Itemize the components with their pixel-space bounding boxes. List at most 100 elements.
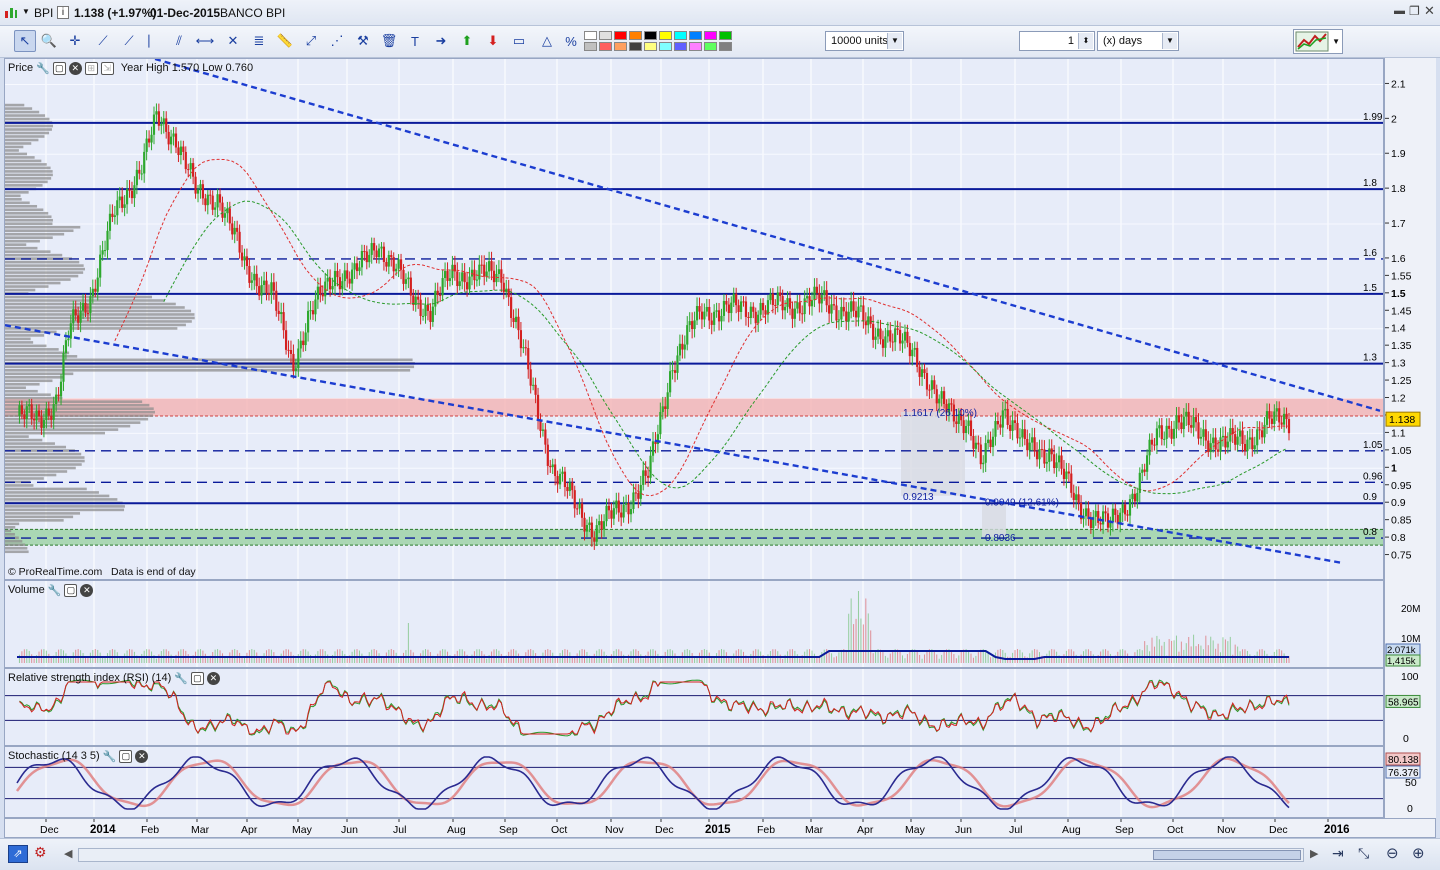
color-swatch[interactable]	[659, 31, 672, 40]
rectangle-icon[interactable]: ▭	[512, 33, 526, 48]
rsi-panel[interactable]: Relative strength index (RSI) (14) 🔧 ▢ ✕	[4, 668, 1384, 746]
volume-profile-bar	[5, 487, 87, 491]
right-arrow-icon[interactable]: ➜	[435, 33, 447, 48]
ray-icon[interactable]: ⟋	[124, 33, 134, 48]
color-swatch[interactable]	[674, 42, 687, 51]
wrench-icon[interactable]: 🔧	[47, 584, 62, 597]
period-count-input[interactable]: 1 ⬍	[1019, 31, 1095, 51]
volume-scale[interactable]: 20M 10M 2.071k 1,415k	[1384, 580, 1436, 668]
color-swatch[interactable]	[614, 42, 627, 51]
line-icon[interactable]: ⟋	[98, 33, 108, 48]
sell-arrow-icon[interactable]: ⬇	[487, 33, 499, 48]
close-icon[interactable]: ✕	[1424, 3, 1435, 18]
spinner-icon[interactable]: ⬍	[1078, 33, 1093, 49]
channel-icon[interactable]: ⫽	[176, 33, 182, 48]
panel-option-icon[interactable]: ⊞	[84, 61, 98, 75]
candle-body	[42, 420, 46, 428]
panel-option-icon[interactable]: ⇲	[100, 61, 114, 75]
color-swatch[interactable]	[704, 31, 717, 40]
close-panel-icon[interactable]: ✕	[80, 583, 94, 597]
stochastic-chart[interactable]	[5, 747, 1384, 818]
candle-body	[216, 194, 219, 208]
close-panel-icon[interactable]: ✕	[206, 671, 220, 685]
scroll-right-icon[interactable]: ▶	[1310, 848, 1319, 860]
chart-style-button[interactable]: ▼	[1293, 29, 1343, 54]
info-icon[interactable]: i	[57, 6, 69, 19]
time-axis[interactable]: Dec 2014 Feb Mar Apr May Jun Jul Aug Sep Oct Nov Dec…	[4, 818, 1436, 838]
maximize-panel-icon[interactable]: ▢	[52, 61, 66, 75]
price-scale[interactable]: 2.1 2 1.9 1.8 1.7 1.6 1.55 1.5 1.45 1.4 1.35 1.3 1.2…	[1384, 58, 1436, 580]
wrench-icon[interactable]: 🔧	[102, 750, 117, 763]
color-swatch[interactable]	[689, 31, 702, 40]
menu-dropdown-icon[interactable]: ▼	[22, 7, 30, 16]
rsi-scale[interactable]: 100 0 58.965	[1384, 668, 1436, 746]
color-swatch[interactable]	[689, 42, 702, 51]
color-swatch[interactable]	[719, 31, 732, 40]
color-swatch[interactable]	[704, 42, 717, 51]
candle-body	[1150, 439, 1154, 445]
scrollbar-thumb[interactable]	[1153, 850, 1301, 860]
zoom-in-icon[interactable]: ⊕	[1412, 845, 1425, 862]
color-swatch[interactable]	[599, 42, 612, 51]
color-swatch[interactable]	[614, 31, 627, 40]
rsi-chart[interactable]	[5, 669, 1384, 746]
wrench-icon[interactable]: 🔧	[36, 62, 50, 75]
trash-icon[interactable]: 🗑	[380, 33, 398, 48]
color-swatch[interactable]	[659, 42, 672, 51]
candle-body	[248, 266, 251, 283]
maximize-panel-icon[interactable]: ▢	[190, 671, 204, 685]
stochastic-panel[interactable]: Stochastic (14 3 5) 🔧 ▢ ✕	[4, 746, 1384, 818]
color-swatch[interactable]	[584, 42, 597, 51]
horizontal-scrollbar[interactable]	[78, 848, 1304, 862]
indicators-icon[interactable]: ⚙	[34, 844, 47, 860]
layout-icon[interactable]: ⇗	[8, 845, 28, 863]
gann-icon[interactable]: ⋰	[330, 33, 344, 48]
close-panel-icon[interactable]: ✕	[135, 749, 149, 763]
color-swatch[interactable]	[584, 31, 597, 40]
vertical-line-icon[interactable]: ⎸	[148, 33, 162, 48]
volume-chart[interactable]	[5, 581, 1384, 668]
chevron-down-icon[interactable]: ▼	[1162, 33, 1177, 49]
color-swatch[interactable]	[719, 42, 732, 51]
color-swatch[interactable]	[644, 42, 657, 51]
crosshair-icon[interactable]: ✛	[69, 33, 81, 48]
maximize-panel-icon[interactable]: ▢	[64, 583, 78, 597]
horizontal-line-icon[interactable]: ⟷	[195, 33, 215, 48]
expand-icon[interactable]: ⤡	[1358, 845, 1370, 861]
minimize-icon[interactable]: ▬	[1394, 5, 1405, 17]
pointer-icon[interactable]: ↖	[14, 30, 36, 52]
zoom-out-icon[interactable]: ⊖	[1386, 845, 1399, 862]
fit-icon[interactable]: ⇥	[1332, 845, 1344, 861]
close-panel-icon[interactable]: ✕	[68, 61, 82, 75]
scroll-left-icon[interactable]: ◀	[64, 848, 73, 860]
chart-type-icon[interactable]	[4, 6, 18, 19]
price-panel[interactable]: 1.99 1.8 1.6 1.5 1.3 1.05 0.96 0.9 0.8 1.1617 (26…	[4, 58, 1384, 580]
symbol-label[interactable]: BPI	[34, 6, 54, 20]
color-swatch[interactable]	[674, 31, 687, 40]
price-chart[interactable]: 1.99 1.8 1.6 1.5 1.3 1.05 0.96 0.9 0.8 1.1617 (26…	[5, 59, 1384, 580]
color-swatch[interactable]	[629, 42, 642, 51]
restore-icon[interactable]: ❐	[1409, 4, 1420, 18]
color-swatch[interactable]	[644, 31, 657, 40]
period-unit-select[interactable]: (x) days ▼	[1097, 31, 1179, 51]
color-swatch[interactable]	[629, 31, 642, 40]
candle-body	[62, 353, 65, 382]
triangle-icon[interactable]: △	[542, 33, 552, 48]
color-swatch[interactable]	[599, 31, 612, 40]
fan-icon[interactable]: ✕	[227, 33, 239, 48]
arrows-icon[interactable]: ⤢	[305, 33, 317, 48]
maximize-panel-icon[interactable]: ▢	[119, 749, 133, 763]
wrench-icon[interactable]: 🔧	[174, 672, 188, 685]
buy-arrow-icon[interactable]: ⬆	[461, 33, 473, 48]
chevron-down-icon[interactable]: ▼	[887, 33, 902, 49]
fibonacci-icon[interactable]: ≣	[253, 33, 265, 48]
ruler-icon[interactable]: 📏	[276, 33, 294, 48]
units-select[interactable]: 10000 units ▼	[825, 31, 904, 51]
percent-icon[interactable]: %	[565, 33, 577, 49]
chevron-down-icon[interactable]: ▼	[1332, 37, 1340, 46]
zoom-icon[interactable]: 🔍	[40, 33, 58, 48]
text-icon[interactable]: T	[411, 33, 419, 49]
tools-icon[interactable]: ⚒	[357, 33, 369, 48]
volume-panel[interactable]: Volume 🔧 ▢ ✕	[4, 580, 1384, 668]
